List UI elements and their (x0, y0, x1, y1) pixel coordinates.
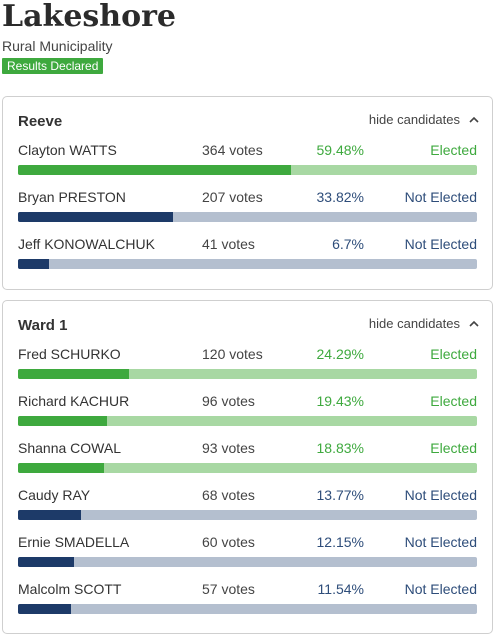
candidate-name: Fred SCHURKO (18, 346, 121, 362)
candidate-row: Fred SCHURKO 120 votes 24.29% Elected (3, 345, 492, 392)
vote-share-bar (18, 510, 477, 520)
candidate-percent: 18.83% (316, 440, 364, 456)
race-title: Reeve (18, 113, 63, 130)
candidate-status: Elected (430, 346, 477, 362)
vote-share-fill (18, 212, 174, 222)
race-header: Ward 1 hide candidates (3, 301, 492, 345)
vote-share-bar (18, 463, 477, 473)
vote-share-fill (18, 510, 82, 520)
page-title: Lakeshore (2, 0, 177, 34)
candidate-percent: 19.43% (316, 393, 364, 409)
candidate-row: Shanna COWAL 93 votes 18.83% Elected (3, 439, 492, 486)
vote-share-bar (18, 416, 477, 426)
vote-share-bar (18, 557, 477, 567)
vote-share-fill (18, 463, 105, 473)
candidate-name: Clayton WATTS (18, 142, 117, 158)
vote-share-fill (18, 369, 130, 379)
candidate-row: Clayton WATTS 364 votes 59.48% Elected (3, 141, 492, 188)
candidate-row: Ernie SMADELLA 60 votes 12.15% Not Elected (3, 533, 492, 580)
page-subtitle: Rural Municipality (2, 38, 113, 54)
candidate-name: Caudy RAY (18, 487, 91, 503)
race-panel-reeve: Reeve hide candidates Clayton WATTS 364 v… (2, 96, 493, 290)
race-header: Reeve hide candidates (3, 97, 492, 141)
candidate-status: Not Elected (404, 189, 477, 205)
candidate-percent: 24.29% (316, 346, 364, 362)
candidate-percent: 59.48% (316, 142, 364, 158)
candidate-list: Clayton WATTS 364 votes 59.48% Elected Bryan… (3, 141, 492, 282)
candidate-votes: 120 votes (202, 346, 263, 362)
candidate-info: Clayton WATTS 364 votes 59.48% Elected (18, 141, 477, 159)
toggle-label: hide candidates (368, 112, 460, 127)
candidate-info: Jeff KONOWALCHUK 41 votes 6.7% Not Elected (18, 235, 477, 253)
candidate-status: Not Elected (404, 581, 477, 597)
candidate-name: Bryan PRESTON (18, 189, 126, 205)
candidate-name: Richard KACHUR (18, 393, 130, 409)
vote-share-bar (18, 212, 477, 222)
vote-share-fill (18, 259, 49, 269)
vote-share-bar (18, 604, 477, 614)
hide-candidates-toggle[interactable]: hide candidates (369, 111, 480, 129)
candidate-status: Not Elected (404, 487, 477, 503)
candidate-percent: 13.77% (316, 487, 364, 503)
candidate-info: Malcolm SCOTT 57 votes 11.54% Not Elected (18, 580, 477, 598)
candidate-info: Fred SCHURKO 120 votes 24.29% Elected (18, 345, 477, 363)
candidate-percent: 12.15% (316, 534, 364, 550)
candidate-row: Malcolm SCOTT 57 votes 11.54% Not Elected (3, 580, 492, 627)
vote-share-bar (18, 369, 477, 379)
candidate-row: Caudy RAY 68 votes 13.77% Not Elected (3, 486, 492, 533)
candidate-info: Ernie SMADELLA 60 votes 12.15% Not Elected (18, 533, 477, 551)
candidate-list: Fred SCHURKO 120 votes 24.29% Elected Richar… (3, 345, 492, 627)
candidate-row: Bryan PRESTON 207 votes 33.82% Not Elected (3, 188, 492, 235)
toggle-label: hide candidates (368, 316, 460, 331)
candidate-info: Bryan PRESTON 207 votes 33.82% Not Elected (18, 188, 477, 206)
candidate-votes: 364 votes (202, 142, 263, 158)
candidate-row: Jeff KONOWALCHUK 41 votes 6.7% Not Elected (3, 235, 492, 282)
candidate-percent: 11.54% (317, 581, 364, 597)
candidate-votes: 68 votes (202, 487, 255, 503)
hide-candidates-toggle[interactable]: hide candidates (369, 315, 480, 333)
candidate-info: Caudy RAY 68 votes 13.77% Not Elected (18, 486, 477, 504)
vote-share-fill (18, 165, 291, 175)
candidate-votes: 60 votes (202, 534, 255, 550)
candidate-percent: 33.82% (316, 189, 364, 205)
candidate-status: Elected (430, 393, 477, 409)
candidate-info: Richard KACHUR 96 votes 19.43% Elected (18, 392, 477, 410)
race-title: Ward 1 (18, 317, 68, 334)
candidate-name: Malcolm SCOTT (18, 581, 122, 597)
candidate-votes: 93 votes (202, 440, 255, 456)
candidate-name: Ernie SMADELLA (18, 534, 130, 550)
candidate-info: Shanna COWAL 93 votes 18.83% Elected (18, 439, 477, 457)
vote-share-bar (18, 165, 477, 175)
candidate-votes: 96 votes (202, 393, 255, 409)
chevron-up-icon (469, 320, 479, 327)
candidate-status: Not Elected (404, 534, 477, 550)
candidate-name: Jeff KONOWALCHUK (18, 236, 155, 252)
candidate-votes: 207 votes (202, 189, 263, 205)
candidate-status: Not Elected (404, 236, 477, 252)
candidate-status: Elected (430, 142, 477, 158)
candidate-row: Richard KACHUR 96 votes 19.43% Elected (3, 392, 492, 439)
vote-share-bar (18, 259, 477, 269)
candidate-name: Shanna COWAL (18, 440, 121, 456)
chevron-up-icon (469, 116, 479, 123)
vote-share-fill (18, 416, 108, 426)
candidate-votes: 41 votes (202, 236, 255, 252)
candidate-votes: 57 votes (202, 581, 255, 597)
page-header: Lakeshore Rural Municipality Results Dec… (0, 0, 501, 75)
candidate-percent: 6.7% (332, 236, 364, 252)
race-panel-ward-1: Ward 1 hide candidates Fred SCHURKO 120 v… (2, 300, 493, 634)
vote-share-fill (18, 557, 74, 567)
vote-share-fill (18, 604, 71, 614)
candidate-status: Elected (430, 440, 477, 456)
status-badge: Results Declared (2, 58, 104, 74)
